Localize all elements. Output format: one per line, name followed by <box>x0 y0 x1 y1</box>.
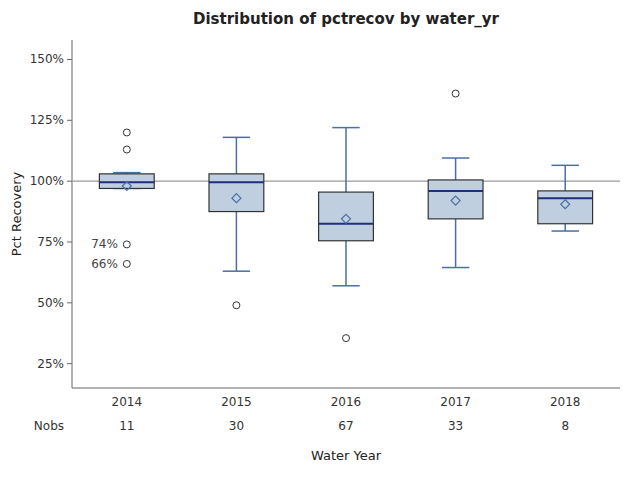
y-axis-line <box>72 40 73 388</box>
y-tick <box>67 120 72 121</box>
box <box>209 174 264 212</box>
mean-marker <box>122 182 131 191</box>
y-tick <box>67 181 72 182</box>
x-tick-label: 2017 <box>440 395 471 409</box>
cap-high <box>442 157 469 159</box>
y-axis: 25% 50% 75% 100% 125% 150% <box>30 40 620 388</box>
nobs-value: 67 <box>338 419 353 433</box>
flier <box>123 129 130 136</box>
nobs-value: 11 <box>119 419 134 433</box>
flier <box>123 241 130 248</box>
cap-low <box>442 267 469 269</box>
cap-high <box>552 165 579 167</box>
y-tick-label: 50% <box>37 296 64 310</box>
flier <box>452 90 459 97</box>
box-group <box>319 128 374 342</box>
y-tick-label: 75% <box>37 235 64 249</box>
annotations: 74%66% <box>91 237 118 270</box>
flier-annotation: 66% <box>91 257 118 271</box>
mean-marker <box>232 194 241 203</box>
x-tick-label: 2016 <box>331 395 362 409</box>
box-group <box>538 165 593 231</box>
whisker-high <box>236 137 238 174</box>
background <box>0 0 640 480</box>
x-tick-label: 2018 <box>550 395 581 409</box>
y-tick-label: 25% <box>37 357 64 371</box>
box-group <box>209 137 264 308</box>
x-axis-label: Water Year <box>311 448 382 463</box>
box-group <box>428 90 483 268</box>
box <box>428 180 483 219</box>
flier-annotation: 74% <box>91 237 118 251</box>
mean-marker <box>451 196 460 205</box>
flier <box>233 302 240 309</box>
median <box>209 181 264 183</box>
cap-low <box>552 230 579 232</box>
cap-low <box>223 270 250 272</box>
box <box>538 191 593 224</box>
whisker-high <box>345 128 347 192</box>
whisker-low <box>345 241 347 286</box>
mean-marker <box>342 214 351 223</box>
x-tick-label: 2015 <box>221 395 252 409</box>
y-tick <box>67 59 72 60</box>
y-tick <box>67 363 72 364</box>
y-tick-label: 150% <box>30 52 64 66</box>
flier <box>343 335 350 342</box>
y-axis-label: Pct Recovery <box>9 171 24 256</box>
x-axis-line <box>72 388 620 389</box>
median <box>428 190 483 192</box>
nobs-value: 33 <box>448 419 463 433</box>
y-tick <box>67 302 72 303</box>
cap-low <box>332 285 359 287</box>
nobs-label: Nobs <box>34 419 64 433</box>
box <box>319 192 374 241</box>
flier <box>123 146 130 153</box>
chart-svg: Distribution of pctrecov by water_yr 25% 5… <box>0 0 640 480</box>
whisker-low <box>236 212 238 272</box>
y-tick-label: 125% <box>30 113 64 127</box>
chart-container: Distribution of pctrecov by water_yr 25% 5… <box>0 0 640 480</box>
y-tick-label: 100% <box>30 174 64 188</box>
nobs-value: 8 <box>561 419 569 433</box>
cap-high <box>223 137 250 139</box>
cap-high <box>332 127 359 129</box>
title: Distribution of pctrecov by water_yr <box>193 10 500 28</box>
flier <box>123 260 130 267</box>
mean-marker <box>561 200 570 209</box>
plot-area <box>72 90 620 342</box>
whisker-low <box>564 224 566 231</box>
whisker-low <box>455 219 457 268</box>
whisker-high <box>455 158 457 180</box>
x-tick-label: 2014 <box>112 395 143 409</box>
nobs-value: 30 <box>229 419 244 433</box>
median <box>538 197 593 199</box>
cap-high <box>113 172 140 174</box>
y-tick <box>67 241 72 242</box>
whisker-high <box>564 165 566 191</box>
